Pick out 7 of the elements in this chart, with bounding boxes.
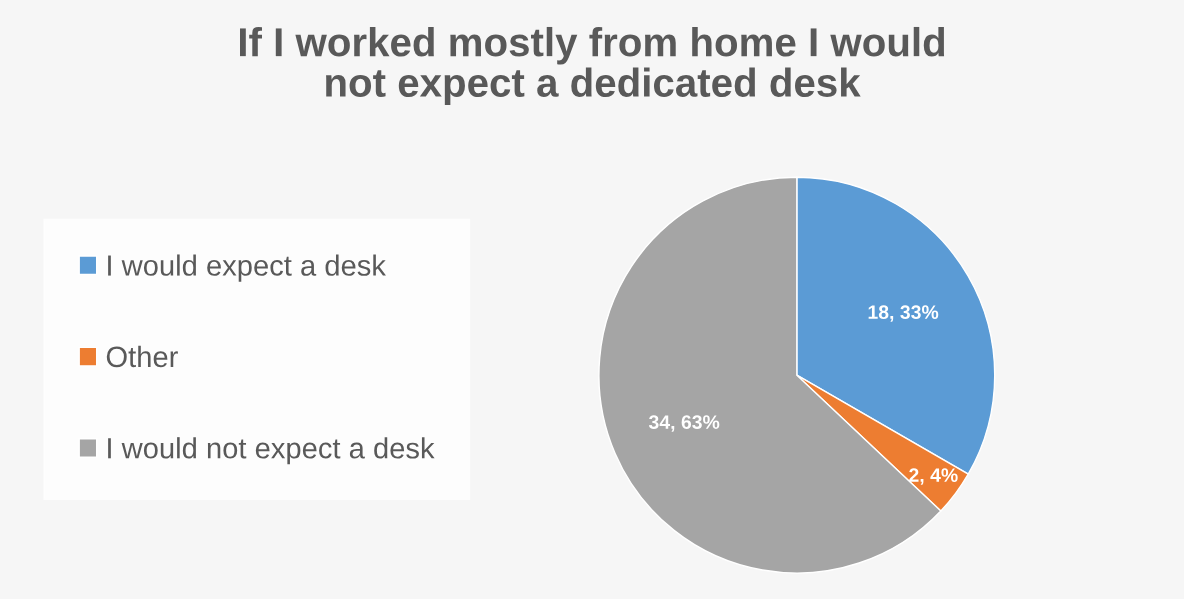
data-label: 34, 63% (648, 415, 720, 432)
legend-label: I would expect a desk (108, 254, 386, 282)
data-label: 2, 4% (909, 468, 958, 485)
legend-label: Other (106, 345, 178, 368)
chart-title: If I worked mostly from home I would not expect a dedicated desk (240, 26, 945, 105)
data-label: 18, 33% (868, 305, 939, 322)
legend-label: I would not expect a desk (108, 437, 435, 465)
